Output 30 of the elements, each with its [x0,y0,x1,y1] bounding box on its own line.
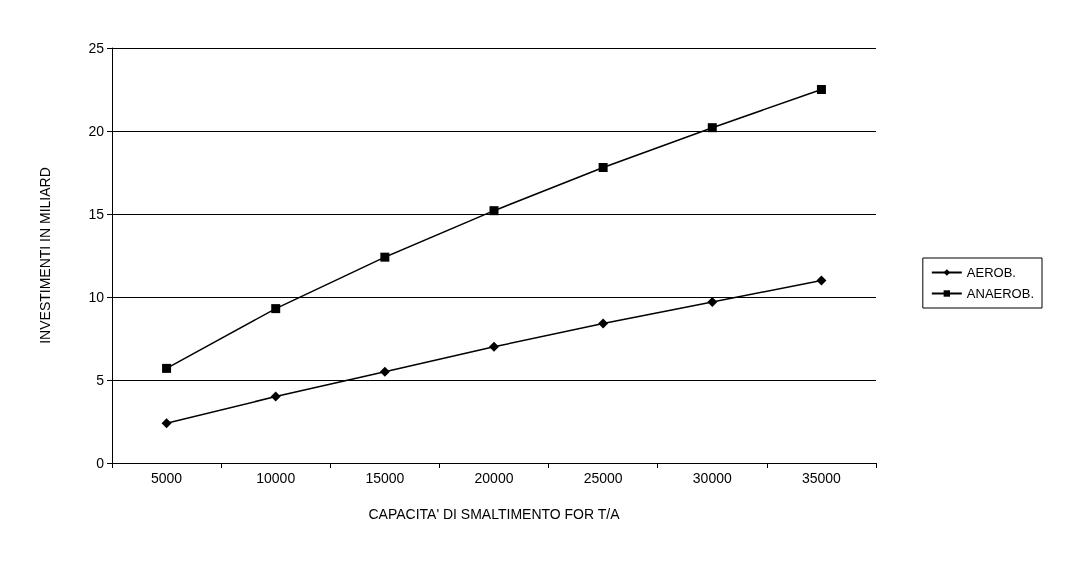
point [598,318,609,329]
y-tick-label: 20 [88,123,105,139]
x-tick-label: 25000 [583,470,623,486]
x-tick-label: 5000 [150,470,183,486]
legend-label: ANAEROB. [966,286,1034,301]
point [380,252,390,262]
point [161,418,172,429]
point [598,163,608,173]
point [379,366,390,377]
y-tick-label: 15 [88,206,105,222]
y-tick-label: 10 [88,289,105,305]
point [707,123,717,133]
point [816,85,826,94]
x-tick-label: 15000 [365,470,405,486]
point [816,275,827,286]
point [270,391,281,402]
x-tick-label: 20000 [474,470,514,486]
legend-label: AEROB. [966,265,1016,280]
point [489,341,499,352]
x-tick-label: 10000 [256,470,296,486]
point [489,206,499,216]
point [271,304,281,314]
x-axis-title: CAPACITA' DI SMALTIMENTO FOR T/A [368,506,621,522]
x-tick-label: 35000 [801,470,842,486]
point [162,363,172,373]
y-tick-label: 5 [96,372,105,388]
y-axis-title: INVESTIMENTI IN MILIARD [37,167,53,344]
x-tick-label: 30000 [692,470,732,486]
y-tick-label: 25 [88,40,105,56]
y-tick-label: 0 [96,455,105,471]
